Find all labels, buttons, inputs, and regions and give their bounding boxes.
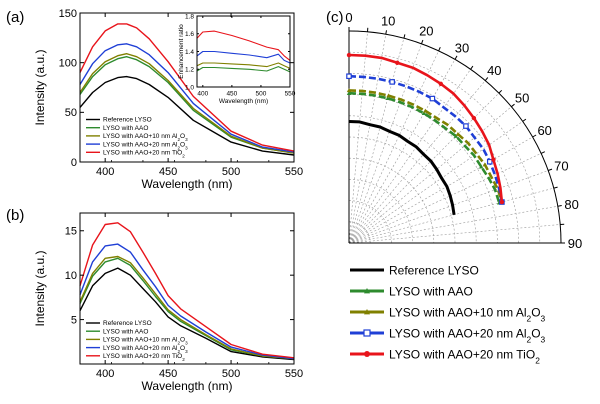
polar-marker-3: [464, 124, 468, 128]
polar-angle-tick: [523, 119, 526, 121]
polar-angle-label: 80: [564, 197, 578, 212]
polar-angle-tick: [558, 206, 562, 207]
y-tick-label: 1.0: [185, 84, 194, 91]
legend-c-entry-2: LYSO with AAO+10 nm Al2O3: [389, 306, 546, 324]
polar-angle-tick: [485, 78, 488, 81]
x-tick-label: 500: [256, 91, 267, 98]
panel-c-polar-chart: 0 10 20 30 40 50 60 70 80 90: [345, 10, 582, 251]
panel-label-a: (a): [6, 9, 24, 26]
y-axis-title: Intensity (a.u.): [33, 250, 47, 326]
polar-angle-tick: [533, 135, 537, 137]
polar-series-2: [349, 90, 502, 202]
legend-a-entry-1: LYSO with AAO: [103, 125, 148, 132]
legend-b-entry-4: LYSO with AAO+20 nm TiO2: [103, 353, 185, 362]
polar-angle-tick: [541, 152, 545, 154]
polar-angle-label: 30: [455, 40, 469, 55]
y-axis-title: Enhancement ratio: [178, 24, 185, 79]
polar-marker-3: [390, 80, 394, 84]
legend-a-entry-0: Reference LYSO: [103, 117, 152, 124]
x-tick-label: 400: [96, 166, 114, 178]
x-tick-label: 450: [226, 91, 237, 98]
y-tick-label: 1.2: [185, 67, 194, 74]
y-tick-label: 0: [71, 157, 77, 169]
legend-b-entry-0: Reference LYSO: [103, 320, 152, 327]
panel-label-b: (b): [6, 207, 24, 224]
polar-series-1: [349, 93, 499, 203]
polar-angle-label: 50: [515, 91, 529, 106]
polar-marker-4: [347, 53, 351, 57]
y-tick-label: 1.6: [185, 31, 194, 38]
polar-marker-3: [430, 96, 434, 100]
polar-angle-tick: [471, 66, 473, 69]
polar-marker-4: [472, 116, 476, 120]
legend-b-entry-1: LYSO with AAO: [103, 328, 148, 335]
legend-c-marker-4: [364, 351, 370, 357]
polar-angle-label: 70: [554, 159, 568, 174]
x-tick-label: 550: [285, 368, 303, 380]
y-tick-label: 50: [65, 107, 77, 119]
legend-a-entry-4: LYSO with AAO+20 nm TiO2: [103, 150, 185, 159]
legend-c-marker-3: [364, 330, 370, 336]
x-tick-label: 550: [285, 166, 303, 178]
polar-angle-label: 40: [487, 63, 501, 78]
polar-angle-tick: [422, 40, 423, 44]
polar-angle-label: 90: [568, 236, 582, 251]
series-line-2: [197, 52, 290, 64]
y-tick-label: 5: [71, 314, 77, 326]
polar-marker-4: [500, 200, 504, 204]
polar-marker-3: [488, 160, 492, 164]
x-tick-label: 400: [96, 368, 114, 380]
series-line-0: [197, 67, 290, 72]
x-tick-label: 400: [197, 91, 208, 98]
polar-angle-label: 60: [537, 123, 551, 138]
polar-angle-tick: [439, 47, 441, 51]
polar-marker-3: [347, 74, 351, 78]
polar-grid-radial: [349, 38, 404, 243]
polar-angle-tick: [386, 30, 387, 34]
polar-angle-label: 10: [381, 13, 395, 28]
polar-angle-label: 20: [419, 24, 433, 39]
polar-marker-2: [483, 162, 487, 166]
x-axis-title: Wavelength (nm): [142, 379, 233, 393]
panel-b-chart: 400 450 500 550 5 10 15 Wavelength (nm) Intensit…: [33, 213, 303, 393]
polar-angle-tick: [548, 169, 552, 170]
x-axis-title: Wavelength (nm): [219, 98, 268, 105]
legend-c-entry-4: LYSO with AAO+20 nm TiO2: [389, 348, 540, 366]
legend-c-entry-0: Reference LYSO: [389, 264, 479, 278]
polar-marker-4: [491, 157, 495, 161]
y-tick-label: 100: [59, 58, 77, 70]
polar-grid-radial: [349, 171, 548, 244]
polar-marker-4: [395, 61, 399, 65]
x-tick-label: 550: [285, 91, 296, 98]
y-tick-label: 150: [59, 8, 77, 20]
y-tick-label: 1.8: [185, 13, 194, 20]
y-axis-title: Intensity (a.u.): [33, 49, 47, 125]
x-axis-title: Wavelength (nm): [142, 177, 233, 191]
polar-angle-label: 0: [345, 10, 352, 25]
series-line-3: [197, 31, 290, 60]
y-tick-label: 15: [65, 226, 77, 238]
panel-label-c: (c): [326, 9, 344, 26]
polar-angle-tick: [404, 34, 405, 38]
legend-c-entry-3: LYSO with AAO+20 nm Al2O3: [389, 327, 546, 345]
polar-marker-4: [439, 82, 443, 86]
polar-angle-tick: [455, 56, 457, 60]
legend-c-entry-1: LYSO with AAO: [389, 285, 473, 299]
panel-a-inset-chart: 400 450 500 550 1.0 1.2 1.4 1.6 1.8 Wavelength (n…: [178, 13, 296, 105]
panel-c-legend: Reference LYSO LYSO with AAO LYSO with AAO…: [350, 264, 546, 366]
figure-canvas: (a) (b) (c) 400 450 500 550050100150Wavelen…: [0, 0, 600, 404]
y-tick-label: 10: [65, 270, 77, 282]
polar-angle-tick: [499, 90, 502, 93]
y-tick-label: 1.4: [185, 49, 194, 56]
polar-angle-tick: [554, 187, 558, 188]
